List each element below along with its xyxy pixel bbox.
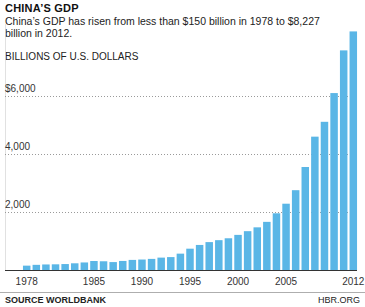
bar: [167, 257, 174, 270]
x-tick-label: 1995: [179, 276, 202, 287]
x-tick: 2005: [275, 270, 298, 287]
credit: HBR.ORG: [318, 295, 360, 305]
bar: [157, 258, 164, 270]
source: SOURCE WORLDBANK: [5, 295, 106, 305]
bar: [225, 238, 232, 270]
y-tick: 4,000: [5, 141, 357, 155]
bar: [273, 213, 280, 270]
bar: [321, 122, 328, 270]
title: CHINA’S GDP: [5, 2, 345, 14]
x-tick: 1978: [16, 270, 39, 287]
grid-line: [5, 96, 357, 97]
x-tick-label: 1985: [83, 276, 106, 287]
bar: [129, 260, 136, 270]
bar: [282, 204, 289, 270]
bar: [109, 262, 116, 270]
bar: [302, 167, 309, 270]
bar: [81, 262, 88, 270]
bar: [148, 259, 155, 270]
bar: [253, 227, 260, 270]
x-tick-label: 1990: [131, 276, 154, 287]
bar: [61, 264, 68, 270]
bar: [23, 266, 30, 270]
bar: [263, 222, 270, 270]
subtitle: China’s GDP has risen from less than $15…: [5, 15, 345, 39]
y-tick-label: 4,000: [5, 141, 30, 152]
x-tick-label: 2005: [275, 276, 298, 287]
bar: [100, 261, 107, 270]
bar: [234, 235, 241, 270]
y-tick: $6,000: [5, 83, 357, 97]
x-tick: 1990: [131, 270, 154, 287]
x-tick: 2012: [342, 270, 365, 287]
x-tick: 1985: [83, 270, 106, 287]
bar: [330, 93, 337, 270]
bar: [311, 137, 318, 270]
bar: [244, 231, 251, 270]
x-tick-label: 2012: [342, 276, 365, 287]
y-axis: 2,000 4,000 $6,000: [5, 24, 357, 271]
bar: [119, 261, 126, 270]
y-tick-label: 2,000: [5, 199, 30, 210]
footer-rule: [0, 292, 365, 293]
bar: [71, 263, 78, 270]
bar: [33, 265, 40, 270]
x-tick-label: 1978: [16, 276, 39, 287]
x-tick-label: 2000: [227, 276, 250, 287]
bar: [90, 261, 97, 270]
bar: [138, 260, 145, 270]
x-tick: 2000: [227, 270, 250, 287]
bar: [292, 190, 299, 270]
bar: [350, 31, 357, 270]
bar: [215, 240, 222, 270]
y-tick-label: $6,000: [5, 83, 36, 94]
bar: [177, 254, 184, 270]
bar: [340, 50, 347, 270]
bar: [205, 242, 212, 270]
grid-line: [5, 154, 357, 155]
y-axis-label: BILLIONS OF U.S. DOLLARS: [5, 51, 139, 62]
bar: [186, 249, 193, 270]
bar: [52, 264, 59, 270]
x-tick: 1995: [179, 270, 202, 287]
bar: [42, 264, 49, 270]
bars: [23, 31, 357, 270]
x-axis: 1978 1985 1990 1995 2000 2005 2012: [5, 270, 365, 287]
baseline: [5, 270, 357, 271]
bar: [196, 245, 203, 270]
